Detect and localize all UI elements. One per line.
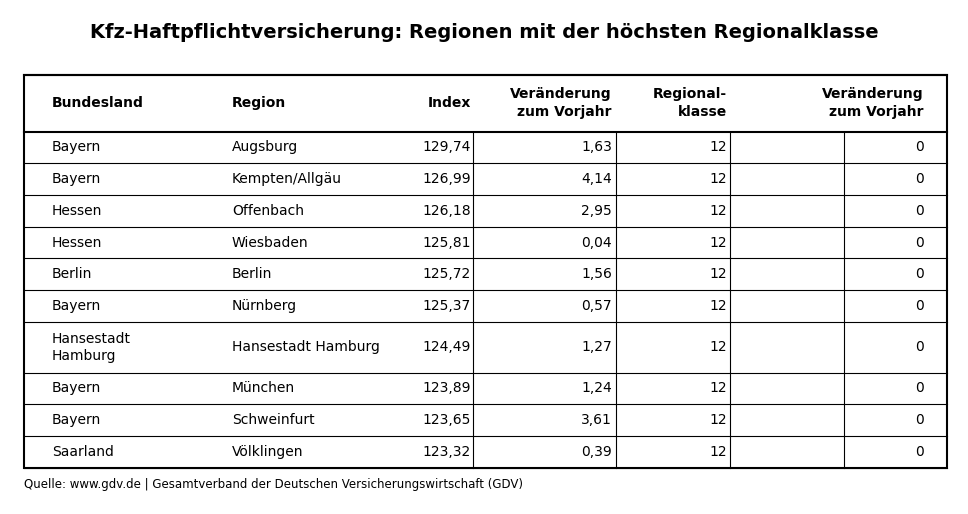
Text: Berlin: Berlin (231, 267, 272, 281)
Text: Bayern: Bayern (52, 140, 101, 155)
Text: 12: 12 (710, 235, 727, 250)
Text: 12: 12 (710, 445, 727, 459)
Text: Index: Index (427, 96, 470, 110)
Text: Bayern: Bayern (52, 413, 101, 427)
Text: Bundesland: Bundesland (52, 96, 144, 110)
Text: 0: 0 (915, 445, 923, 459)
Text: 1,27: 1,27 (581, 340, 612, 354)
Text: 12: 12 (710, 172, 727, 186)
Text: 2,95: 2,95 (581, 204, 612, 218)
Text: Hessen: Hessen (52, 204, 103, 218)
Text: Veränderung
zum Vorjahr: Veränderung zum Vorjahr (822, 87, 923, 119)
Text: 4,14: 4,14 (581, 172, 612, 186)
Text: 125,72: 125,72 (422, 267, 470, 281)
Text: 0: 0 (915, 204, 923, 218)
Text: Region: Region (231, 96, 286, 110)
Text: Wiesbaden: Wiesbaden (231, 235, 309, 250)
Text: 0: 0 (915, 340, 923, 354)
Text: 1,56: 1,56 (581, 267, 612, 281)
Text: 123,89: 123,89 (422, 381, 470, 395)
Text: 12: 12 (710, 340, 727, 354)
Text: 126,18: 126,18 (422, 204, 470, 218)
Text: Bayern: Bayern (52, 381, 101, 395)
Text: Augsburg: Augsburg (231, 140, 298, 155)
Text: 12: 12 (710, 381, 727, 395)
Text: Hessen: Hessen (52, 235, 103, 250)
Text: Saarland: Saarland (52, 445, 114, 459)
Text: Offenbach: Offenbach (231, 204, 304, 218)
Text: Berlin: Berlin (52, 267, 92, 281)
Text: 12: 12 (710, 413, 727, 427)
Text: Hansestadt Hamburg: Hansestadt Hamburg (231, 340, 379, 354)
Text: 1,24: 1,24 (581, 381, 612, 395)
Text: 0,39: 0,39 (581, 445, 612, 459)
Text: 0,04: 0,04 (581, 235, 612, 250)
Text: 129,74: 129,74 (422, 140, 470, 155)
Text: 0: 0 (915, 235, 923, 250)
Text: Quelle: www.gdv.de | Gesamtverband der Deutschen Versicherungswirtschaft (GDV): Quelle: www.gdv.de | Gesamtverband der D… (24, 478, 523, 491)
Text: München: München (231, 381, 295, 395)
Text: 3,61: 3,61 (581, 413, 612, 427)
Text: 124,49: 124,49 (422, 340, 470, 354)
Text: 12: 12 (710, 140, 727, 155)
Text: 12: 12 (710, 204, 727, 218)
Text: Bayern: Bayern (52, 172, 101, 186)
Text: 123,32: 123,32 (422, 445, 470, 459)
Text: 126,99: 126,99 (422, 172, 470, 186)
Text: 0: 0 (915, 172, 923, 186)
Text: Nürnberg: Nürnberg (231, 299, 297, 313)
Text: Kempten/Allgäu: Kempten/Allgäu (231, 172, 342, 186)
Text: Regional-
klasse: Regional- klasse (653, 87, 727, 119)
Text: 0,57: 0,57 (581, 299, 612, 313)
Text: 0: 0 (915, 413, 923, 427)
Text: Bayern: Bayern (52, 299, 101, 313)
Text: 0: 0 (915, 381, 923, 395)
Text: Hansestadt
Hamburg: Hansestadt Hamburg (52, 332, 131, 363)
Text: Veränderung
zum Vorjahr: Veränderung zum Vorjahr (510, 87, 612, 119)
Text: 12: 12 (710, 299, 727, 313)
Text: Kfz-Haftpflichtversicherung: Regionen mit der höchsten Regionalklasse: Kfz-Haftpflichtversicherung: Regionen mi… (90, 23, 878, 42)
Text: Schweinfurt: Schweinfurt (231, 413, 315, 427)
Text: 123,65: 123,65 (422, 413, 470, 427)
Text: 0: 0 (915, 299, 923, 313)
Text: 125,81: 125,81 (422, 235, 470, 250)
Text: 0: 0 (915, 140, 923, 155)
Text: 125,37: 125,37 (422, 299, 470, 313)
Text: 12: 12 (710, 267, 727, 281)
Text: Völklingen: Völklingen (231, 445, 303, 459)
Text: 1,63: 1,63 (581, 140, 612, 155)
Text: 0: 0 (915, 267, 923, 281)
